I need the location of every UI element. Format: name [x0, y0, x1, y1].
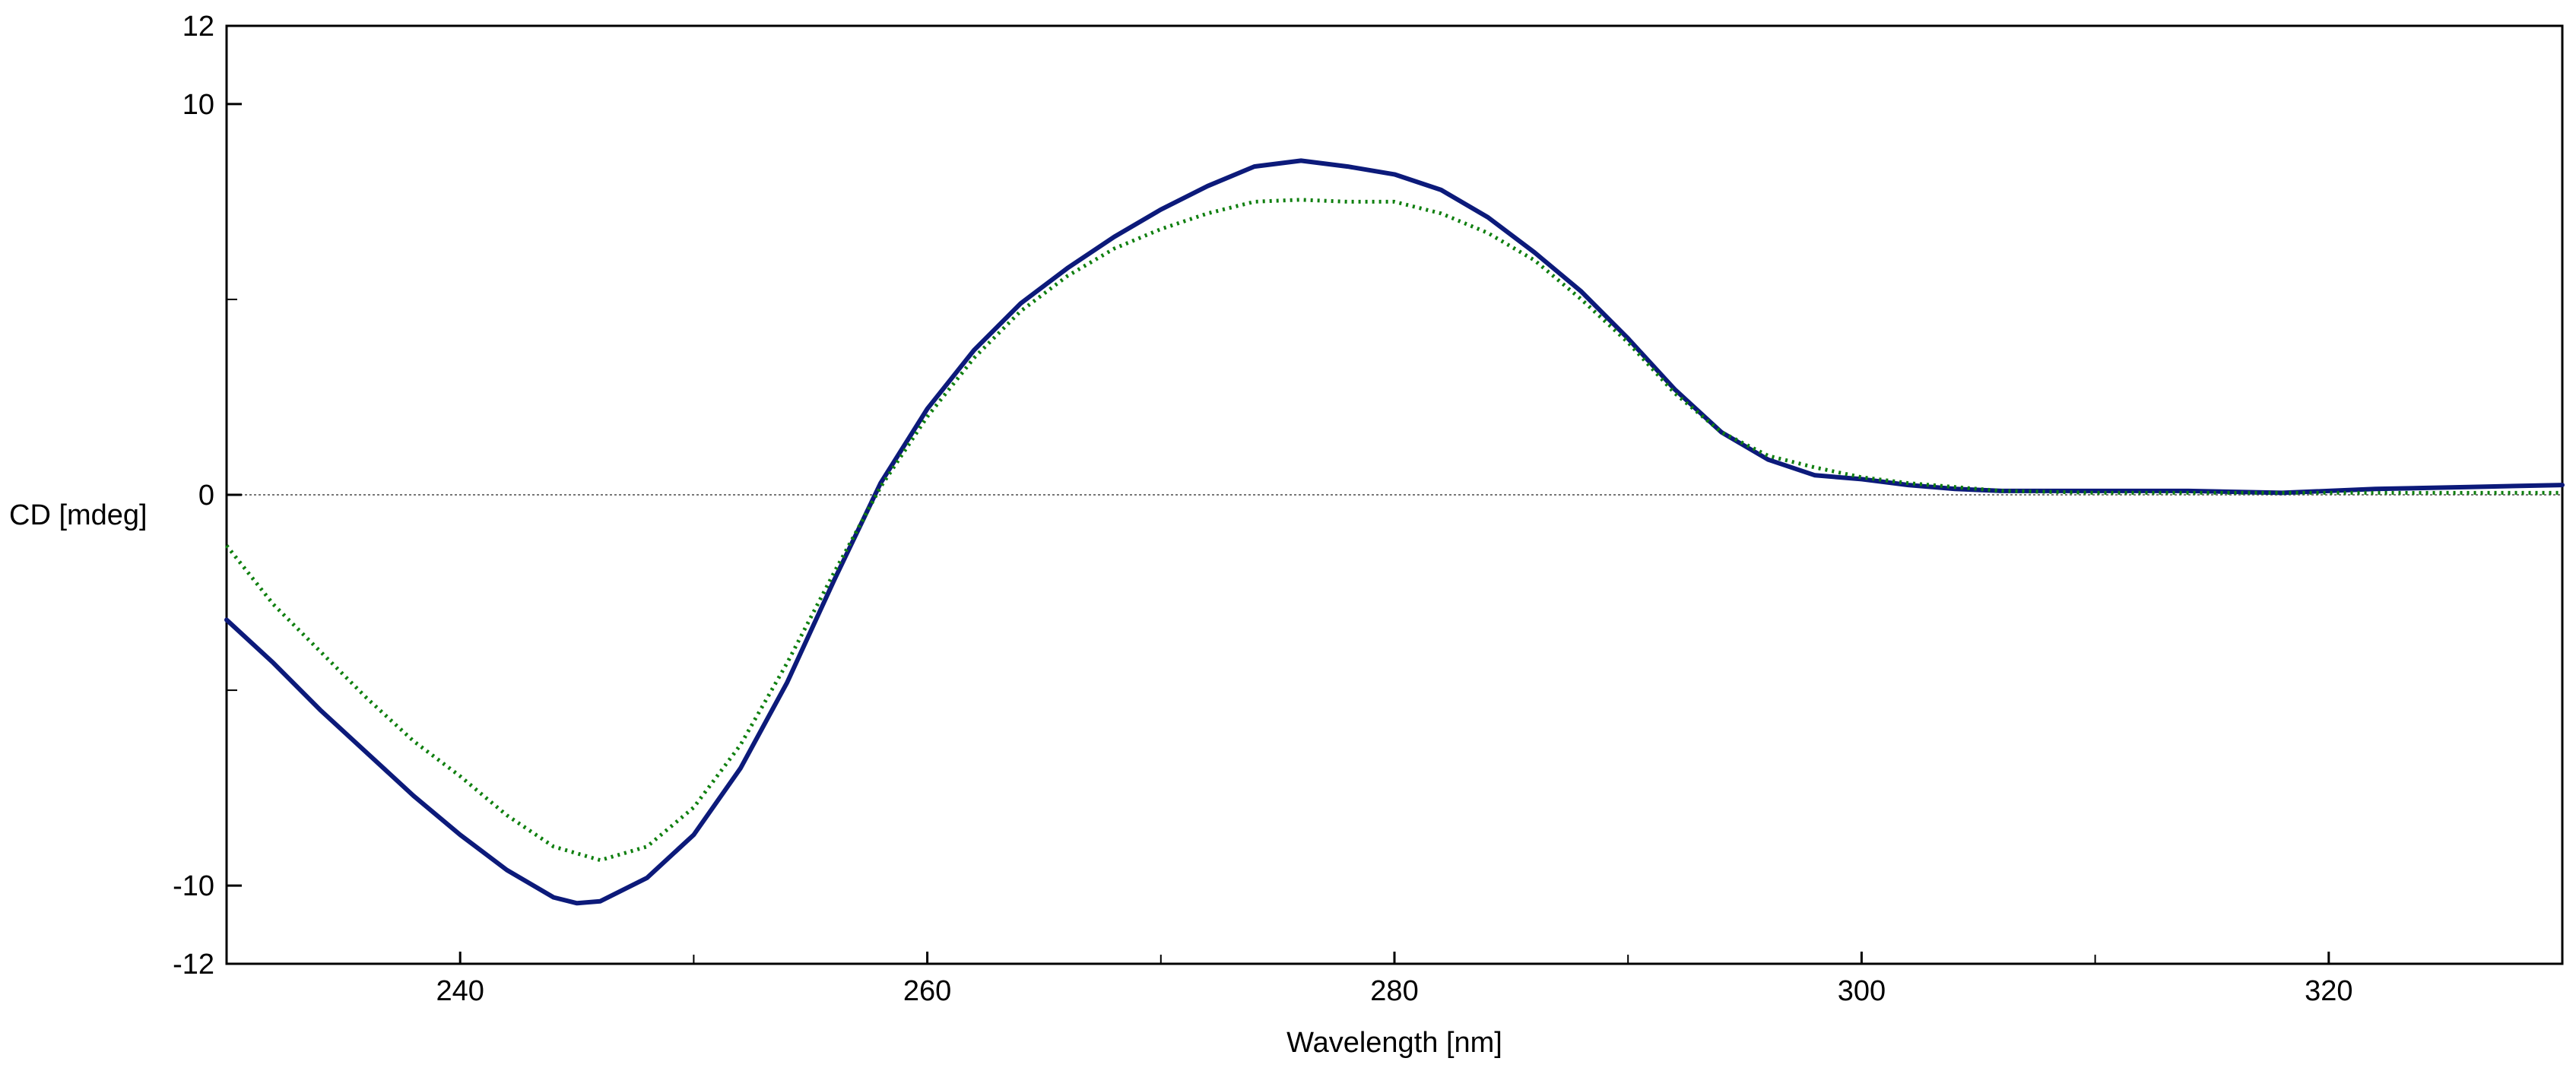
x-tick-label: 300: [1838, 975, 1886, 1007]
axes-layer: 240 260 280 300 320 12 10 0 -10 -12: [173, 11, 2562, 1007]
x-tick-label: 260: [903, 975, 951, 1007]
series-layer: [224, 158, 2565, 906]
y-tick-label: -10: [173, 870, 214, 902]
series-line-2: [225, 198, 2562, 863]
y-tick-label: 12: [182, 11, 214, 43]
series-line-1: [224, 158, 2565, 906]
y-tick-label: 10: [182, 89, 214, 121]
y-tick-label: -12: [173, 949, 214, 981]
x-tick-label: 320: [2305, 975, 2352, 1007]
x-tick-label: 280: [1370, 975, 1418, 1007]
y-tick-label: 0: [198, 480, 214, 512]
y-axis-label: CD [mdeg]: [9, 499, 148, 531]
x-axis-label: Wavelength [nm]: [1286, 1027, 1502, 1059]
x-tick-label: 240: [436, 975, 484, 1007]
